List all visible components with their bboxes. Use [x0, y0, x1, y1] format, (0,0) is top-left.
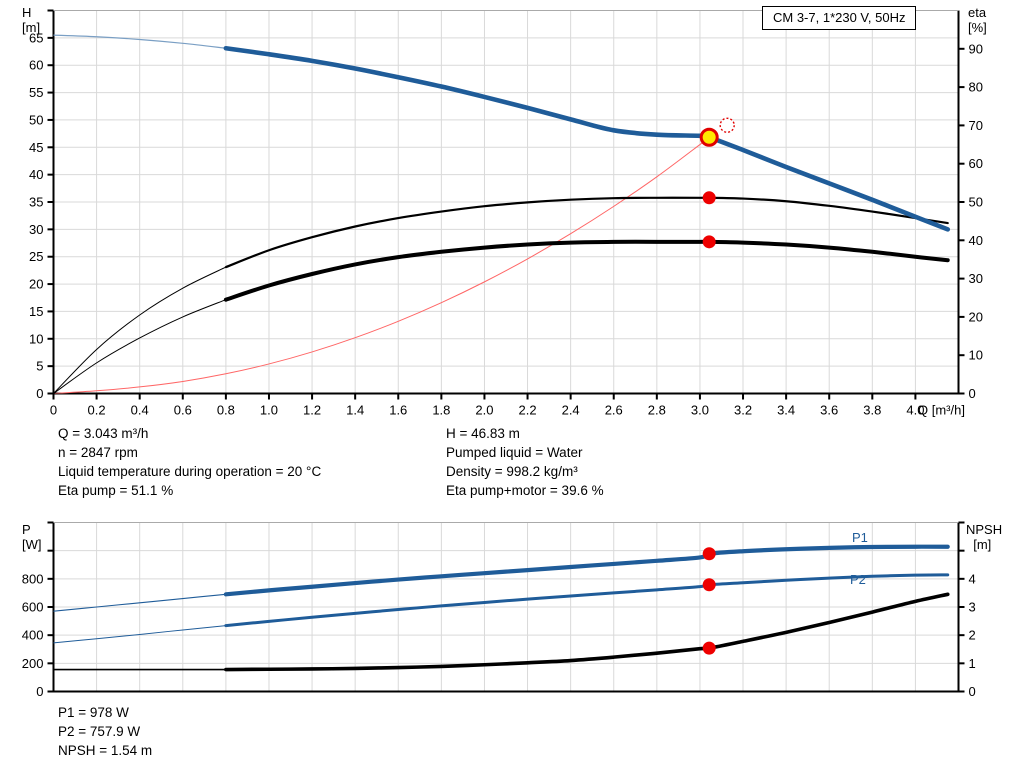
svg-text:0: 0: [969, 684, 976, 699]
svg-text:3.2: 3.2: [734, 403, 752, 418]
svg-text:25: 25: [29, 249, 43, 264]
svg-text:800: 800: [22, 571, 44, 586]
info-density: Density = 998.2 kg/m³: [446, 464, 578, 479]
info-eta-pump-motor: Eta pump+motor = 39.6 %: [446, 483, 604, 498]
svg-text:600: 600: [22, 600, 44, 615]
svg-text:2.8: 2.8: [648, 403, 666, 418]
svg-text:60: 60: [29, 58, 43, 73]
bottom-chart-y-right-title: NPSH [m]: [966, 522, 1003, 552]
svg-text:1.4: 1.4: [346, 403, 364, 418]
svg-text:3.6: 3.6: [820, 403, 838, 418]
svg-text:40: 40: [969, 233, 983, 248]
info-pumped-liquid: Pumped liquid = Water: [446, 445, 583, 460]
svg-text:3.8: 3.8: [863, 403, 881, 418]
svg-text:2.4: 2.4: [562, 403, 580, 418]
svg-text:0: 0: [969, 386, 976, 401]
svg-text:1.0: 1.0: [260, 403, 278, 418]
info-npsh: NPSH = 1.54 m: [58, 743, 153, 758]
svg-text:15: 15: [29, 304, 43, 319]
svg-text:30: 30: [969, 271, 983, 286]
svg-text:1.8: 1.8: [432, 403, 450, 418]
svg-text:55: 55: [29, 85, 43, 100]
svg-text:3: 3: [969, 600, 976, 615]
info-block-right: H = 46.83 m Pumped liquid = Water Densit…: [446, 424, 604, 500]
svg-text:35: 35: [29, 195, 43, 210]
svg-text:50: 50: [969, 195, 983, 210]
svg-text:80: 80: [969, 80, 983, 95]
info-h: H = 46.83 m: [446, 426, 520, 441]
info-q: Q = 3.043 m³/h: [58, 426, 149, 441]
svg-text:0: 0: [50, 403, 57, 418]
bottom-chart-y-left-title: P [W]: [22, 522, 42, 552]
svg-text:20: 20: [969, 309, 983, 324]
svg-text:40: 40: [29, 167, 43, 182]
svg-text:90: 90: [969, 41, 983, 56]
power-npsh-chart: 0 200 400 600 800 0 1 2 3 4 P1 P2: [22, 521, 976, 699]
svg-text:0: 0: [36, 684, 43, 699]
svg-text:0.6: 0.6: [174, 403, 192, 418]
svg-text:20: 20: [29, 277, 43, 292]
svg-text:Q [m³/h]: Q [m³/h]: [918, 403, 965, 418]
svg-text:3.4: 3.4: [777, 403, 795, 418]
svg-text:0.2: 0.2: [88, 403, 106, 418]
top-chart-y-right-title: eta [%]: [968, 5, 987, 35]
svg-text:3.0: 3.0: [691, 403, 709, 418]
svg-text:2: 2: [969, 628, 976, 643]
p1-curve-label: P1: [852, 530, 868, 545]
svg-text:2.2: 2.2: [519, 403, 537, 418]
info-n: n = 2847 rpm: [58, 445, 138, 460]
svg-text:1.2: 1.2: [303, 403, 321, 418]
svg-text:1: 1: [969, 656, 976, 671]
svg-text:50: 50: [29, 112, 43, 127]
svg-text:400: 400: [22, 628, 44, 643]
info-p1: P1 = 978 W: [58, 705, 129, 720]
svg-text:0: 0: [36, 386, 43, 401]
svg-text:60: 60: [969, 156, 983, 171]
info-block-bottom: P1 = 978 W P2 = 757.9 W NPSH = 1.54 m: [58, 703, 152, 760]
svg-text:10: 10: [969, 348, 983, 363]
svg-text:65: 65: [29, 30, 43, 45]
head-eta-chart: 0 5 10 15 20 25 30 35 40 45 50 55 60 65 0 10 20 30 40 50 60 7…: [29, 9, 983, 418]
svg-text:30: 30: [29, 222, 43, 237]
info-liquid-temperature: Liquid temperature during operation = 20…: [58, 464, 322, 479]
svg-text:70: 70: [969, 118, 983, 133]
svg-text:0.8: 0.8: [217, 403, 235, 418]
info-eta-pump: Eta pump = 51.1 %: [58, 483, 174, 498]
svg-text:45: 45: [29, 140, 43, 155]
svg-text:4: 4: [969, 571, 976, 586]
pump-model-title-box: CM 3-7, 1*230 V, 50Hz: [762, 6, 917, 30]
svg-text:2.0: 2.0: [475, 403, 493, 418]
svg-text:10: 10: [29, 331, 43, 346]
info-p2: P2 = 757.9 W: [58, 724, 141, 739]
svg-text:4.0: 4.0: [906, 403, 924, 418]
svg-text:2.6: 2.6: [605, 403, 623, 418]
svg-text:0.4: 0.4: [131, 403, 149, 418]
p2-curve-label: P2: [850, 572, 866, 587]
svg-text:5: 5: [36, 359, 43, 374]
top-chart-y-left-title: H [m]: [22, 5, 41, 35]
info-block-left: Q = 3.043 m³/h n = 2847 rpm Liquid tempe…: [58, 424, 321, 500]
svg-text:200: 200: [22, 656, 44, 671]
svg-text:1.6: 1.6: [389, 403, 407, 418]
